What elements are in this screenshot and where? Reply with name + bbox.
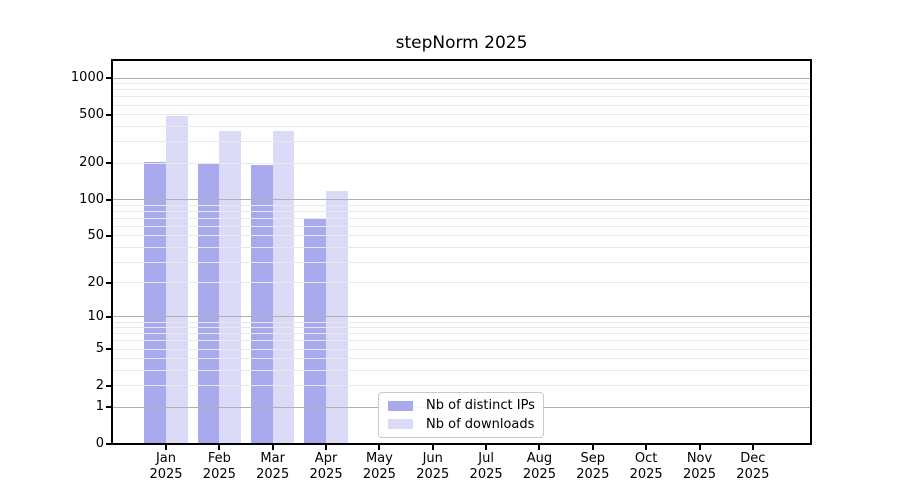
x-tick bbox=[698, 445, 701, 450]
bar-downloads-jan bbox=[166, 116, 188, 444]
gridline-minor bbox=[112, 235, 811, 237]
gridline-minor bbox=[112, 370, 811, 372]
y-tick bbox=[106, 443, 111, 445]
gridline-minor bbox=[112, 333, 811, 335]
gridline-major bbox=[112, 316, 811, 318]
gridline-minor bbox=[112, 340, 811, 342]
gridline-minor bbox=[112, 246, 811, 248]
bar-distinct-ips-mar bbox=[251, 164, 273, 444]
gridline-minor bbox=[112, 96, 811, 98]
gridline-minor bbox=[112, 83, 811, 85]
bar-distinct-ips-feb bbox=[197, 162, 220, 444]
x-tick-label: Sep 2025 bbox=[576, 451, 610, 482]
x-tick bbox=[271, 445, 274, 450]
gridline-minor bbox=[112, 385, 811, 387]
legend-label-downloads: Nb of downloads bbox=[426, 416, 535, 432]
x-tick bbox=[165, 445, 167, 450]
gridline-minor bbox=[112, 348, 811, 350]
x-tick-label: Jun 2025 bbox=[416, 451, 450, 482]
y-tick-label: 1 bbox=[95, 399, 104, 415]
x-tick bbox=[218, 445, 221, 450]
gridline-minor bbox=[112, 104, 811, 106]
x-tick bbox=[538, 445, 541, 450]
y-tick-label: 10 bbox=[87, 308, 104, 324]
y-tick-label: 0 bbox=[95, 436, 104, 451]
y-tick bbox=[106, 315, 111, 318]
legend-label-distinct-ips: Nb of distinct IPs bbox=[426, 398, 535, 414]
y-tick-label: 50 bbox=[87, 227, 104, 243]
y-tick-label: 100 bbox=[79, 191, 104, 207]
gridline-minor bbox=[112, 282, 811, 284]
gridline-minor bbox=[112, 162, 811, 164]
gridline-minor bbox=[112, 204, 811, 206]
y-tick bbox=[106, 77, 111, 79]
legend-entry-distinct-ips: Nb of distinct IPs bbox=[388, 398, 535, 414]
y-tick bbox=[106, 234, 111, 237]
y-tick-label: 200 bbox=[79, 155, 104, 171]
legend-entry-downloads: Nb of downloads bbox=[388, 417, 534, 432]
x-tick-label: Nov 2025 bbox=[682, 451, 717, 482]
plot-spine-right bbox=[810, 59, 812, 445]
bar-distinct-ips-apr bbox=[304, 218, 327, 444]
gridline-minor bbox=[112, 125, 811, 127]
x-tick bbox=[645, 445, 648, 450]
x-tick-label: Aug 2025 bbox=[522, 451, 556, 482]
bar-downloads-feb bbox=[219, 130, 241, 444]
x-tick bbox=[751, 445, 754, 450]
x-tick-label: Jul 2025 bbox=[469, 451, 503, 482]
gridline-major bbox=[112, 77, 811, 79]
x-tick bbox=[591, 445, 594, 450]
y-tick-label: 1000 bbox=[70, 70, 104, 85]
x-tick-label: Dec 2025 bbox=[736, 451, 770, 482]
gridline-major bbox=[112, 199, 811, 200]
bar-downloads-mar bbox=[272, 130, 295, 444]
plot-spine-top bbox=[111, 59, 812, 61]
legend: Nb of distinct IPs Nb of downloads bbox=[378, 392, 544, 438]
y-tick-label: 5 bbox=[95, 341, 104, 357]
gridline-minor bbox=[112, 114, 811, 116]
y-tick bbox=[106, 281, 111, 284]
chart-title: stepNorm 2025 bbox=[395, 33, 528, 53]
x-tick-label: Jan 2025 bbox=[149, 451, 183, 482]
y-tick bbox=[106, 113, 111, 116]
y-tick-label: 20 bbox=[87, 274, 104, 290]
y-tick-label: 2 bbox=[95, 377, 104, 393]
x-tick bbox=[431, 445, 434, 450]
gridline-minor bbox=[112, 358, 811, 360]
gridline-minor bbox=[112, 217, 811, 219]
x-tick-label: Mar 2025 bbox=[256, 451, 290, 482]
gridline-minor bbox=[112, 261, 811, 263]
x-tick-label: Apr 2025 bbox=[309, 451, 343, 482]
x-tick-label: Feb 2025 bbox=[202, 451, 236, 482]
x-tick bbox=[378, 445, 381, 450]
x-tick-label: Oct 2025 bbox=[629, 451, 663, 482]
y-tick bbox=[106, 162, 111, 165]
x-tick-label: May 2025 bbox=[362, 451, 396, 482]
gridline-minor bbox=[112, 89, 811, 91]
y-tick bbox=[106, 198, 111, 201]
x-tick bbox=[325, 445, 328, 450]
gridline-minor bbox=[112, 141, 811, 143]
y-tick bbox=[106, 348, 111, 351]
legend-swatch-downloads bbox=[388, 419, 413, 430]
gridline-minor bbox=[112, 327, 811, 329]
gridline-minor bbox=[112, 321, 811, 323]
y-tick-label: 500 bbox=[79, 106, 104, 122]
gridline-minor bbox=[112, 210, 811, 212]
x-tick bbox=[485, 445, 488, 450]
y-tick bbox=[106, 406, 111, 409]
gridline-minor bbox=[112, 225, 811, 227]
plot-spine-left bbox=[111, 59, 113, 445]
bar-distinct-ips-jan bbox=[144, 161, 166, 444]
y-tick bbox=[106, 384, 111, 387]
legend-swatch-distinct-ips bbox=[388, 400, 413, 411]
plot-spine-bottom bbox=[111, 443, 812, 445]
